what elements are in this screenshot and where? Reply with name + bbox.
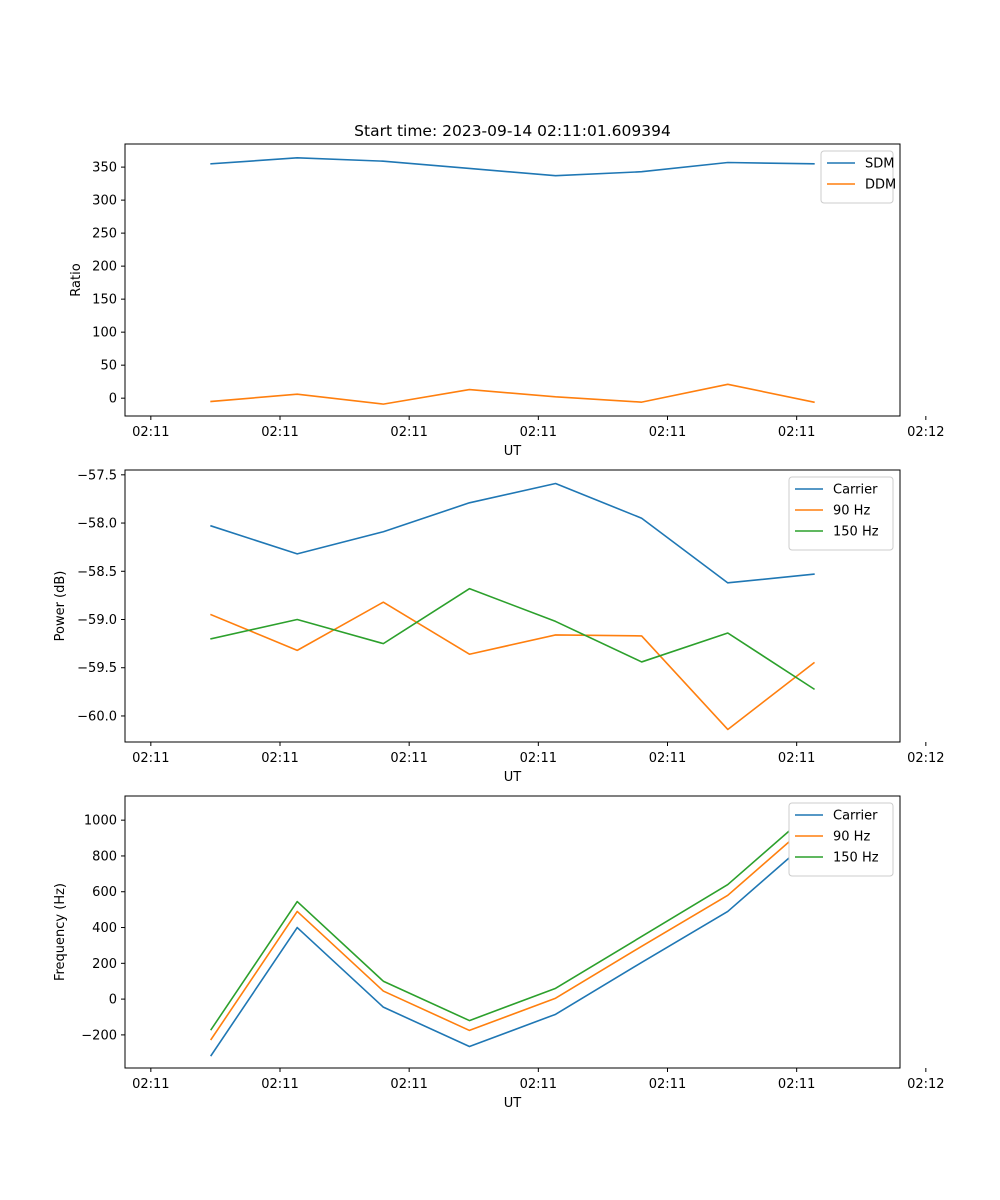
y-tick-label: 100 — [92, 326, 117, 341]
axes-frame — [124, 143, 901, 417]
series-line-150-hz — [209, 808, 816, 1031]
y-tick-label: 250 — [92, 227, 117, 242]
y-tick-label: −58.5 — [77, 565, 117, 580]
legend: Carrier 90 Hz 150 Hz — [788, 802, 894, 877]
legend-label-150-hz: 150 Hz — [833, 525, 879, 540]
x-axis-label: UT — [504, 770, 522, 785]
legend-label-carrier: Carrier — [833, 809, 878, 824]
y-axis-label: Frequency (Hz) — [53, 883, 68, 981]
y-tick-label: 50 — [100, 359, 117, 374]
y-axis-label: Ratio — [69, 263, 84, 296]
x-tick-label: 02:11 — [649, 1077, 686, 1092]
x-tick-label: 02:12 — [907, 425, 944, 440]
y-tick-label: −200 — [81, 1028, 117, 1043]
series-line-sdm — [210, 157, 815, 177]
y-tick-label: −58.0 — [77, 517, 117, 532]
series-line-ddm — [210, 383, 815, 405]
series-line-carrier — [210, 482, 815, 584]
x-tick-label: 02:12 — [907, 751, 944, 766]
x-tick-label: 02:11 — [261, 1077, 298, 1092]
x-tick-label: 02:11 — [520, 425, 557, 440]
x-tick-label: 02:11 — [132, 751, 169, 766]
axes-frame — [124, 795, 901, 1069]
y-tick-label: −60.0 — [77, 709, 117, 724]
x-tick-label: 02:11 — [390, 425, 427, 440]
legend: SDM DDM — [820, 150, 896, 204]
x-axis-label: UT — [504, 1096, 522, 1111]
series-group — [210, 157, 815, 405]
series-line-150-hz — [210, 587, 815, 691]
y-tick-label: −59.0 — [77, 613, 117, 628]
y-axis-label: Power (dB) — [53, 571, 68, 642]
y-tick-label: 200 — [92, 260, 117, 275]
x-tick-label: 02:12 — [907, 1077, 944, 1092]
panel-0: 02:11 02:11 02:11 02:11 02:11 02:11 02:12 350 30… — [69, 122, 945, 459]
y-tick-label: 800 — [92, 849, 117, 864]
y-tick-label: 600 — [92, 885, 117, 900]
legend-label-carrier: Carrier — [833, 483, 878, 498]
x-tick-label: 02:11 — [778, 1077, 815, 1092]
x-tick-label: 02:11 — [390, 751, 427, 766]
x-tick-label: 02:11 — [520, 751, 557, 766]
x-tick-label: 02:11 — [520, 1077, 557, 1092]
axes-frame — [124, 469, 901, 743]
x-axis-label: UT — [504, 444, 522, 459]
y-tick-label: 350 — [92, 161, 117, 176]
x-tick-label: 02:11 — [649, 425, 686, 440]
x-tick-label: 02:11 — [390, 1077, 427, 1092]
x-tick-label: 02:11 — [261, 751, 298, 766]
y-tick-label: 400 — [92, 921, 117, 936]
y-tick-label: 0 — [109, 392, 117, 407]
y-tick-label: 0 — [109, 993, 117, 1008]
y-tick-label: 200 — [92, 957, 117, 972]
series-group — [210, 482, 816, 731]
x-tick-label: 02:11 — [261, 425, 298, 440]
x-tick-label: 02:11 — [778, 425, 815, 440]
y-tick-label: −57.5 — [77, 468, 117, 483]
legend-label-ddm: DDM — [865, 178, 896, 193]
series-group — [209, 808, 816, 1057]
legend-box — [820, 150, 894, 204]
legend-label-sdm: SDM — [865, 157, 894, 172]
x-tick-label: 02:11 — [649, 751, 686, 766]
panel-2: 02:11 02:11 02:11 02:11 02:11 02:11 02:12 1000 8… — [53, 795, 945, 1111]
legend-label-90-hz: 90 Hz — [833, 830, 870, 845]
series-line-carrier — [209, 835, 816, 1057]
legend-label-150-hz: 150 Hz — [833, 851, 879, 866]
y-tick-label: −59.5 — [77, 661, 117, 676]
y-tick-label: 1000 — [84, 814, 117, 829]
y-tick-label: 150 — [92, 293, 117, 308]
legend: Carrier 90 Hz 150 Hz — [788, 476, 894, 551]
series-line-90-hz — [210, 601, 816, 731]
panel-1: 02:11 02:11 02:11 02:11 02:11 02:11 02:12 −57.5… — [53, 468, 945, 785]
x-tick-label: 02:11 — [132, 1077, 169, 1092]
x-tick-label: 02:11 — [132, 425, 169, 440]
legend-label-90-hz: 90 Hz — [833, 504, 870, 519]
chart-title: Start time: 2023-09-14 02:11:01.609394 — [354, 122, 671, 140]
series-line-90-hz — [209, 819, 816, 1041]
x-tick-label: 02:11 — [778, 751, 815, 766]
y-tick-label: 300 — [92, 194, 117, 209]
